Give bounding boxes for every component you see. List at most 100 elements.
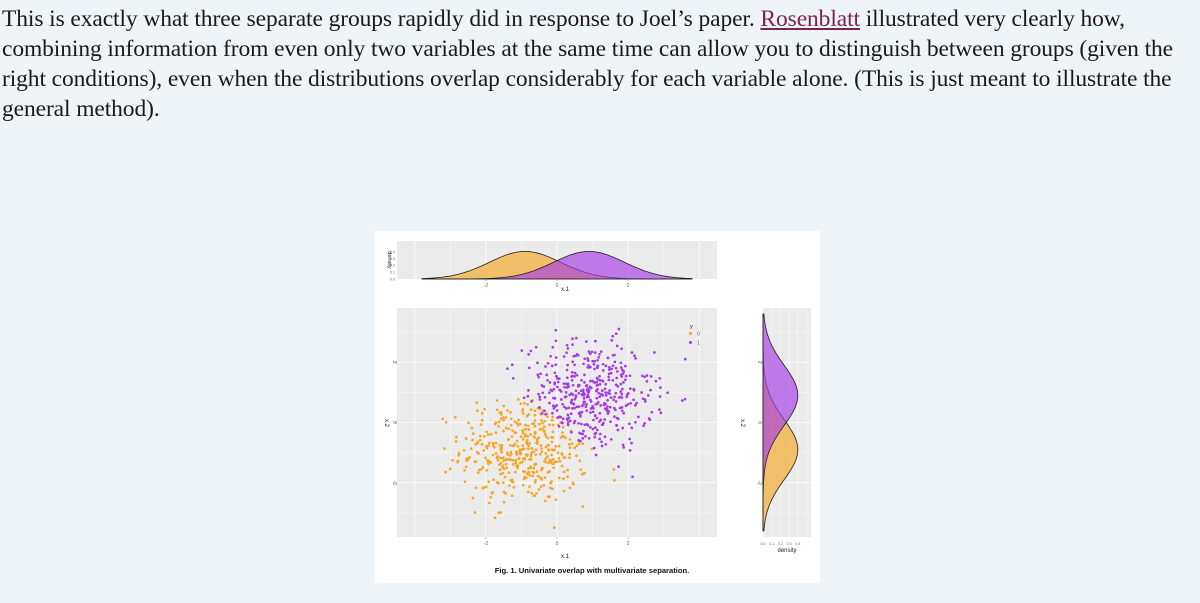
scatter-point-1	[659, 411, 663, 415]
scatter-point-1	[640, 374, 644, 378]
scatter-point-1	[570, 375, 573, 378]
scatter-point-0	[561, 425, 565, 429]
scatter-point-1	[581, 394, 584, 397]
scatter-point-0	[491, 453, 495, 457]
scatter-point-0	[479, 423, 483, 426]
scatter-point-1	[649, 375, 653, 378]
scatter-point-0	[503, 475, 507, 479]
scatter-point-1	[573, 406, 576, 410]
scatter-point-0	[521, 444, 524, 448]
scatter-point-0	[539, 444, 543, 447]
scatter-point-0	[457, 454, 461, 457]
scatter-point-1	[565, 343, 569, 347]
scatter-point-0	[540, 450, 544, 453]
scatter-point-0	[554, 498, 558, 502]
scatter-point-0	[476, 441, 480, 445]
scatter-point-1	[593, 351, 597, 354]
scatter-point-1	[680, 399, 684, 402]
scatter-point-1	[643, 375, 646, 379]
scatter-point-0	[537, 436, 541, 440]
rosenblatt-link[interactable]: Rosenblatt	[760, 6, 860, 32]
scatter-point-0	[551, 430, 555, 434]
scatter-point-1	[608, 405, 612, 409]
scatter-point-1	[584, 340, 588, 343]
scatter-point-0	[527, 428, 531, 431]
scatter-point-1	[630, 426, 634, 430]
scatter-point-1	[617, 327, 621, 331]
scatter-point-1	[550, 364, 554, 368]
scatter-point-1	[546, 361, 550, 365]
scatter-point-1	[577, 391, 581, 395]
scatter-point-1	[628, 387, 632, 390]
scatter-point-0	[560, 464, 564, 468]
scatter-point-1	[554, 339, 558, 343]
scatter-point-1	[614, 408, 617, 412]
scatter-point-0	[527, 444, 530, 448]
scatter-point-0	[526, 472, 529, 476]
scatter-point-1	[683, 397, 687, 401]
scatter-point-0	[474, 442, 478, 446]
scatter-point-1	[592, 362, 596, 366]
scatter-point-0	[497, 424, 500, 428]
scatter-point-1	[573, 371, 577, 375]
scatter-point-1	[616, 385, 620, 388]
scatter-point-1	[593, 414, 597, 418]
scatter-point-0	[533, 480, 537, 484]
scatter-point-0	[510, 478, 514, 482]
scatter-point-0	[504, 462, 508, 466]
scatter-point-1	[583, 392, 586, 396]
scatter-point-0	[516, 398, 520, 401]
scatter-point-1	[581, 437, 585, 440]
scatter-point-0	[495, 408, 499, 412]
scatter-point-0	[474, 460, 478, 463]
scatter-point-0	[448, 467, 452, 471]
scatter-point-0	[523, 470, 527, 474]
scatter-point-0	[533, 430, 537, 434]
scatter-point-0	[560, 452, 564, 455]
scatter-point-1	[551, 404, 555, 408]
scatter-point-1	[620, 409, 624, 413]
scatter-point-1	[570, 407, 574, 410]
scatter-point-0	[544, 451, 548, 455]
scatter-point-1	[603, 407, 607, 410]
scatter-point-0	[543, 476, 547, 479]
scatter-point-0	[557, 444, 561, 448]
scatter-point-1	[634, 357, 637, 360]
scatter-point-0	[500, 456, 504, 460]
scatter-ytick-label: 2	[391, 361, 397, 364]
scatter-point-1	[591, 405, 594, 408]
scatter-point-1	[621, 372, 625, 375]
scatter-point-1	[585, 409, 589, 412]
scatter-point-1	[566, 418, 569, 422]
scatter-point-0	[483, 435, 486, 438]
scatter-point-1	[539, 372, 542, 376]
scatter-point-0	[527, 467, 530, 470]
scatter-point-0	[513, 420, 517, 424]
scatter-point-1	[609, 437, 613, 441]
scatter-point-0	[528, 485, 531, 488]
scatter-point-0	[501, 471, 505, 475]
scatter-point-0	[530, 447, 534, 450]
scatter-point-1	[591, 427, 595, 431]
scatter-point-0	[441, 417, 445, 421]
scatter-point-1	[630, 351, 634, 354]
scatter-point-1	[527, 389, 530, 392]
scatter-point-1	[596, 401, 600, 404]
scatter-point-0	[501, 416, 505, 419]
scatter-point-0	[480, 467, 483, 471]
scatter-point-0	[502, 404, 505, 408]
scatter-point-1	[585, 403, 588, 406]
scatter-point-0	[525, 442, 529, 446]
scatter-point-1	[540, 412, 544, 415]
scatter-point-1	[604, 364, 608, 368]
scatter-point-1	[617, 465, 620, 468]
top-ytick-label: 0.3	[390, 257, 395, 261]
scatter-point-0	[549, 481, 552, 485]
scatter-point-0	[543, 459, 546, 463]
scatter-point-1	[580, 379, 583, 382]
paragraph-text-start: This is exactly what three separate grou…	[2, 6, 761, 32]
scatter-point-1	[582, 429, 585, 433]
scatter-point-1	[552, 396, 555, 400]
scatter-point-1	[551, 411, 554, 415]
scatter-point-0	[540, 419, 543, 422]
